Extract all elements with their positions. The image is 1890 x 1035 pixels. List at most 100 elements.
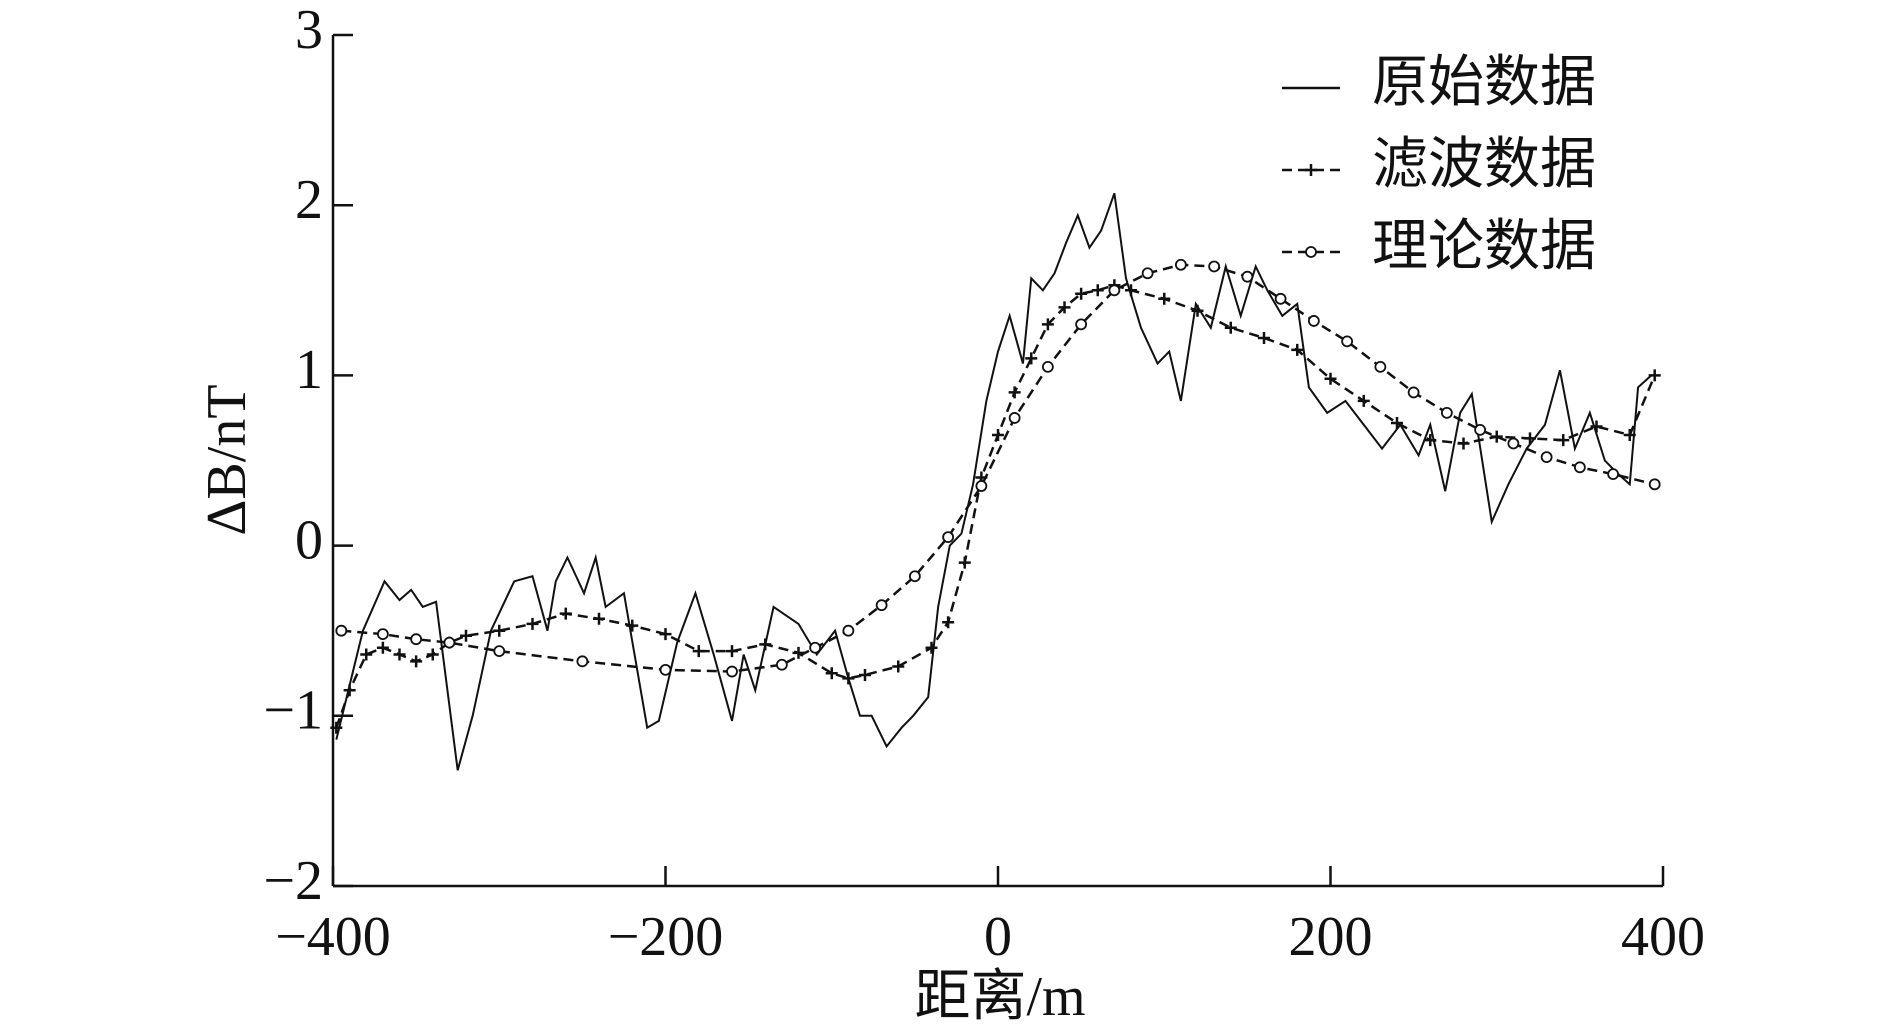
y-tick-label: 1	[295, 339, 323, 401]
point-marker	[1440, 406, 1453, 419]
y-tick-label: −2	[263, 850, 323, 912]
point-marker	[330, 721, 343, 734]
point-marker	[659, 663, 672, 676]
point-marker	[1407, 386, 1420, 399]
point-marker	[1474, 423, 1487, 436]
point-marker	[1191, 304, 1204, 317]
point-marker	[393, 648, 406, 661]
point-marker	[1623, 428, 1636, 441]
point-marker	[1125, 284, 1137, 297]
point-marker	[1224, 321, 1237, 334]
point-marker	[1557, 434, 1570, 447]
point-marker	[493, 624, 506, 637]
legend-label: 理论数据	[1372, 216, 1596, 278]
point-marker	[1648, 478, 1661, 491]
y-tick-label: 2	[295, 169, 323, 231]
point-marker	[526, 617, 539, 630]
point-marker	[1341, 335, 1354, 348]
point-marker	[1025, 352, 1038, 365]
point-marker	[1357, 394, 1370, 407]
point-marker	[1041, 318, 1054, 331]
point-marker	[692, 645, 705, 658]
point-marker	[1507, 437, 1520, 450]
legend-label: 滤波数据	[1372, 134, 1596, 196]
point-marker	[975, 480, 988, 492]
point-marker	[775, 658, 788, 671]
x-tick-label: 400	[1621, 906, 1705, 968]
point-marker	[726, 645, 738, 658]
point-marker	[1291, 343, 1304, 356]
point-marker	[1208, 260, 1221, 273]
point-marker	[335, 624, 348, 637]
point-marker	[460, 629, 472, 642]
point-marker	[410, 655, 423, 668]
point-marker	[576, 655, 589, 668]
point-marker	[376, 628, 389, 641]
y-tick-label: −1	[263, 680, 323, 742]
x-tick-label: −200	[608, 906, 724, 968]
point-marker	[1008, 412, 1021, 424]
series-line	[335, 192, 1653, 771]
point-marker	[376, 641, 389, 654]
point-marker	[1307, 315, 1320, 327]
point-marker	[1490, 430, 1503, 443]
point-marker	[1075, 318, 1088, 331]
point-marker	[1424, 434, 1437, 447]
point-marker	[1108, 284, 1121, 297]
point-marker	[1174, 258, 1187, 271]
series-line	[335, 283, 1656, 729]
point-marker	[942, 616, 955, 629]
point-marker	[942, 531, 955, 543]
point-marker	[593, 612, 605, 625]
x-axis-label: 距离/m	[914, 966, 1085, 1028]
point-marker	[1258, 331, 1270, 344]
point-marker	[1075, 287, 1088, 300]
y-tick-label: 0	[295, 509, 323, 571]
x-tick-label: 200	[1289, 906, 1373, 968]
point-marker	[875, 599, 888, 612]
point-marker	[842, 624, 855, 637]
point-marker	[1091, 284, 1104, 297]
point-marker	[443, 636, 456, 649]
point-marker	[1141, 267, 1154, 280]
point-marker	[1008, 386, 1021, 399]
point-marker	[809, 641, 822, 654]
point-marker	[360, 648, 373, 661]
point-marker	[908, 570, 921, 583]
point-marker	[1648, 369, 1661, 382]
point-marker	[1305, 164, 1317, 176]
y-tick-label: 3	[295, 0, 323, 61]
series-line	[341, 263, 1655, 673]
point-marker	[825, 667, 838, 680]
point-marker	[1324, 372, 1337, 385]
point-marker	[726, 665, 738, 678]
point-marker	[1158, 292, 1171, 305]
point-marker	[426, 648, 439, 661]
point-marker	[1573, 461, 1586, 474]
point-marker	[925, 641, 938, 654]
point-marker	[759, 638, 772, 651]
point-marker	[859, 668, 871, 681]
point-marker	[1607, 468, 1620, 481]
point-marker	[1241, 270, 1254, 283]
point-marker	[1391, 417, 1403, 430]
point-marker	[343, 684, 356, 697]
point-marker	[626, 619, 639, 632]
point-marker	[1540, 451, 1553, 463]
x-tick-label: 0	[984, 906, 1012, 968]
point-marker	[1524, 432, 1536, 445]
point-marker	[559, 607, 572, 620]
point-marker	[958, 556, 971, 569]
point-marker	[1058, 301, 1071, 314]
point-marker	[892, 660, 905, 673]
point-marker	[659, 628, 672, 641]
point-marker	[1041, 360, 1054, 373]
point-marker	[493, 645, 506, 658]
legend-label: 原始数据	[1372, 52, 1596, 114]
point-marker	[1274, 292, 1287, 305]
point-marker	[842, 672, 855, 685]
x-tick-label: −400	[275, 906, 391, 968]
point-marker	[1457, 437, 1470, 450]
point-marker	[410, 633, 423, 646]
